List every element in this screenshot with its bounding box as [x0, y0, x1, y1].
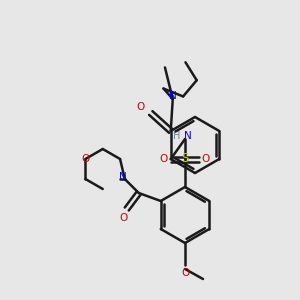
Text: O: O — [160, 154, 168, 164]
Text: O: O — [120, 213, 128, 223]
Text: O: O — [181, 268, 189, 278]
Text: N: N — [119, 172, 127, 182]
Text: O: O — [202, 154, 210, 164]
Text: O: O — [81, 154, 90, 164]
Text: N: N — [169, 91, 177, 101]
Text: N: N — [184, 131, 192, 141]
Text: S: S — [181, 152, 189, 166]
Text: H: H — [173, 131, 181, 141]
Text: O: O — [136, 102, 145, 112]
